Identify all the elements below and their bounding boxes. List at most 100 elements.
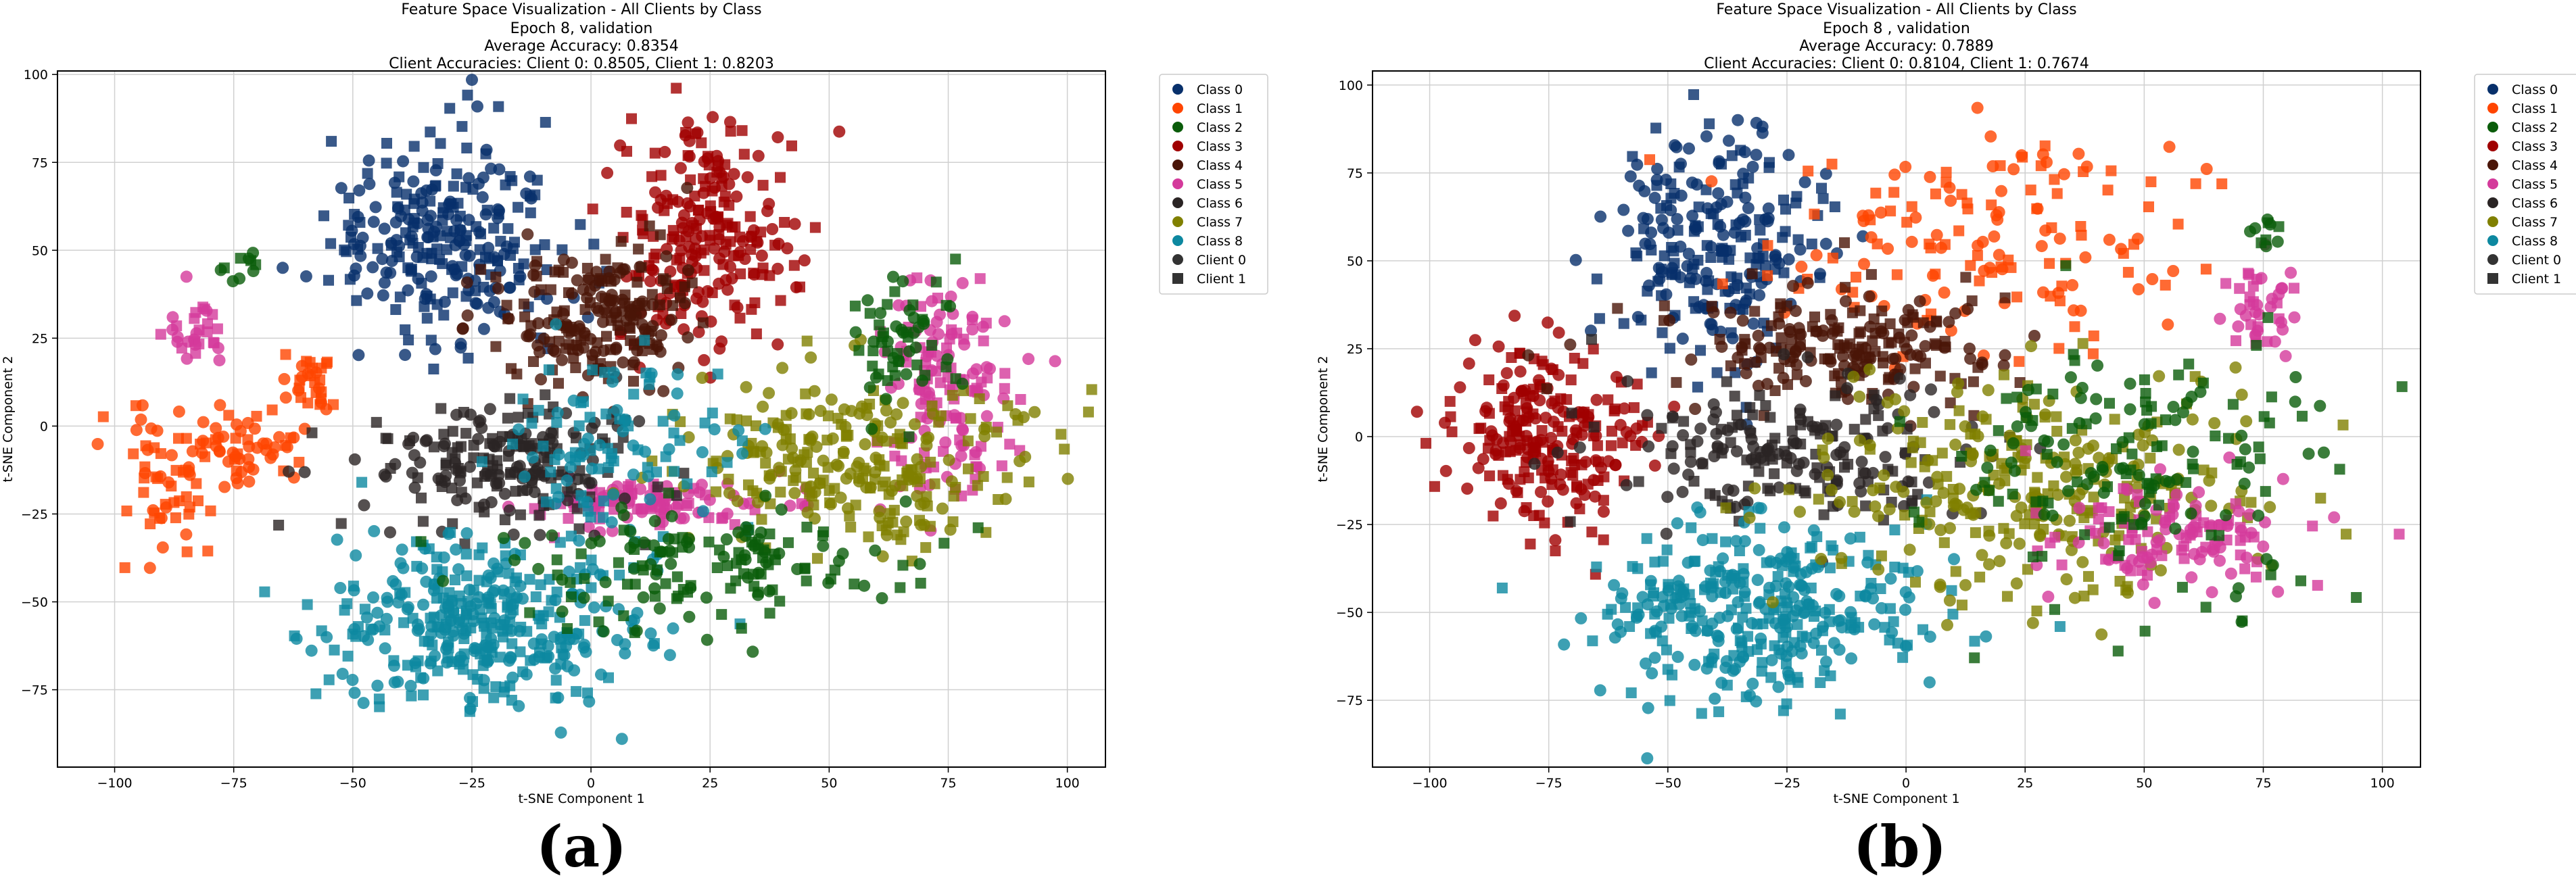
panel-b-legend-label: Class 2 bbox=[2512, 120, 2558, 135]
panel-b-point-client-0 bbox=[1641, 752, 1654, 764]
panel-b-point-client-0 bbox=[2289, 371, 2302, 383]
panel-a-points bbox=[91, 74, 1097, 745]
panel-a-legend-item: Client 1 bbox=[1172, 272, 1246, 287]
panel-b-point-client-0 bbox=[1514, 365, 1527, 378]
panel-a-point-client-1 bbox=[849, 579, 860, 590]
panel-a-point-client-1 bbox=[456, 121, 468, 132]
panel-b-point-client-1 bbox=[1502, 404, 1514, 416]
panel-b-point-client-0 bbox=[1762, 442, 1775, 455]
panel-a-point-client-0 bbox=[443, 198, 456, 211]
panel-b-point-client-0 bbox=[1765, 654, 1778, 666]
panel-b-point-client-0 bbox=[1747, 317, 1760, 330]
panel-b-point-client-0 bbox=[1794, 403, 1807, 416]
panel-b-point-client-1 bbox=[1687, 264, 1698, 274]
panel-a-point-client-1 bbox=[944, 333, 955, 345]
panel-a-point-client-0 bbox=[385, 237, 398, 249]
panel-a-y-tick-label: 100 bbox=[24, 68, 48, 82]
panel-a-point-client-1 bbox=[545, 284, 556, 295]
panel-b-point-client-0 bbox=[1964, 352, 1977, 365]
panel-b-point-client-0 bbox=[1800, 595, 1813, 608]
panel-b-point-client-1 bbox=[1836, 558, 1847, 569]
panel-b-point-client-0 bbox=[2177, 406, 2189, 419]
panel-a-point-client-1 bbox=[889, 286, 901, 297]
panel-b-point-client-0 bbox=[2082, 442, 2095, 455]
panel-b-point-client-0 bbox=[1817, 324, 1830, 337]
panel-a-point-client-0 bbox=[471, 100, 483, 113]
panel-b-point-client-1 bbox=[1899, 510, 1911, 521]
panel-a-point-client-1 bbox=[519, 311, 531, 322]
panel-b-point-client-1 bbox=[1740, 603, 1752, 614]
panel-b-point-client-1 bbox=[1711, 367, 1723, 378]
panel-b-point-client-0 bbox=[1899, 604, 1911, 616]
panel-b-point-client-0 bbox=[2167, 265, 2180, 277]
panel-b-point-client-1 bbox=[1659, 300, 1670, 312]
panel-b-point-client-0 bbox=[2000, 537, 2013, 549]
panel-a-point-client-1 bbox=[660, 274, 671, 286]
panel-b-point-client-1 bbox=[1765, 672, 1777, 683]
panel-a-point-client-1 bbox=[845, 521, 857, 533]
panel-a-point-client-1 bbox=[351, 295, 362, 306]
panel-a-point-client-0 bbox=[183, 468, 196, 481]
panel-a-point-client-1 bbox=[523, 408, 533, 419]
panel-b-point-client-1 bbox=[2178, 541, 2189, 552]
panel-a-point-client-0 bbox=[810, 441, 823, 453]
panel-b-point-client-0 bbox=[2022, 384, 2034, 396]
panel-a-point-client-1 bbox=[323, 674, 335, 685]
panel-b-point-client-1 bbox=[1692, 381, 1703, 393]
panel-a-point-client-1 bbox=[462, 89, 473, 101]
panel-a-point-client-1 bbox=[474, 244, 485, 255]
panel-a-point-client-0 bbox=[334, 582, 347, 594]
panel-b-point-client-1 bbox=[1753, 466, 1765, 477]
panel-a-point-client-1 bbox=[838, 448, 849, 459]
panel-b-point-client-1 bbox=[1857, 467, 1869, 479]
panel-b-point-client-1 bbox=[1993, 425, 2004, 437]
panel-a-point-client-1 bbox=[582, 274, 594, 286]
panel-b-point-client-1 bbox=[1848, 424, 1860, 435]
panel-b-point-client-0 bbox=[1903, 543, 1916, 556]
panel-a-point-client-1 bbox=[266, 404, 278, 416]
panel-b-point-client-1 bbox=[1606, 425, 1617, 437]
panel-b-point-client-1 bbox=[1972, 250, 1983, 261]
panel-a-point-client-1 bbox=[448, 180, 459, 192]
panel-b-point-client-0 bbox=[1809, 468, 1821, 481]
panel-b-point-client-1 bbox=[1845, 619, 1857, 631]
panel-b-point-client-0 bbox=[2070, 466, 2082, 479]
panel-a-point-client-0 bbox=[210, 422, 222, 435]
panel-b-point-client-0 bbox=[1884, 572, 1897, 585]
panel-b-point-client-1 bbox=[2022, 564, 2033, 575]
panel-b-point-client-1 bbox=[2054, 621, 2066, 632]
panel-b-point-client-1 bbox=[1999, 292, 2011, 303]
panel-b-point-client-0 bbox=[2235, 389, 2248, 401]
panel-b-point-client-1 bbox=[2243, 268, 2254, 279]
panel-a-point-client-0 bbox=[718, 245, 731, 258]
panel-b-point-client-0 bbox=[1800, 566, 1813, 579]
panel-b-point-client-0 bbox=[2144, 556, 2157, 569]
panel-a-point-client-1 bbox=[168, 497, 180, 508]
panel-a-point-client-1 bbox=[534, 647, 545, 658]
panel-b-point-client-1 bbox=[2145, 418, 2157, 429]
panel-b-point-client-0 bbox=[1552, 326, 1565, 339]
panel-b-point-client-0 bbox=[1660, 174, 1672, 186]
panel-b-legend-label: Class 0 bbox=[2512, 82, 2558, 97]
panel-a-point-client-0 bbox=[136, 399, 149, 412]
panel-b-x-tick-label: 0 bbox=[1902, 776, 1910, 791]
panel-a-point-client-1 bbox=[699, 417, 711, 428]
panel-b-point-client-0 bbox=[1976, 410, 1989, 423]
panel-b-point-client-1 bbox=[2011, 391, 2023, 403]
panel-b-point-client-0 bbox=[1980, 630, 1993, 643]
panel-a-point-client-0 bbox=[671, 387, 684, 400]
panel-b-legend-item: Class 6 bbox=[2487, 196, 2558, 211]
panel-a-point-client-1 bbox=[551, 554, 563, 566]
panel-a-point-client-1 bbox=[1004, 439, 1016, 450]
panel-a-point-client-1 bbox=[468, 439, 479, 451]
panel-a-point-client-1 bbox=[488, 222, 500, 234]
panel-b-point-client-1 bbox=[1817, 193, 1829, 204]
panel-a-point-client-1 bbox=[212, 323, 223, 335]
panel-a-point-client-1 bbox=[948, 491, 959, 502]
panel-a-point-client-1 bbox=[503, 568, 515, 579]
panel-a-point-client-0 bbox=[853, 456, 865, 469]
panel-b-point-client-1 bbox=[2027, 552, 2038, 562]
panel-b-point-client-0 bbox=[1782, 253, 1795, 266]
panel-b-point-client-0 bbox=[2244, 225, 2256, 238]
panel-b-point-client-1 bbox=[2180, 476, 2192, 488]
